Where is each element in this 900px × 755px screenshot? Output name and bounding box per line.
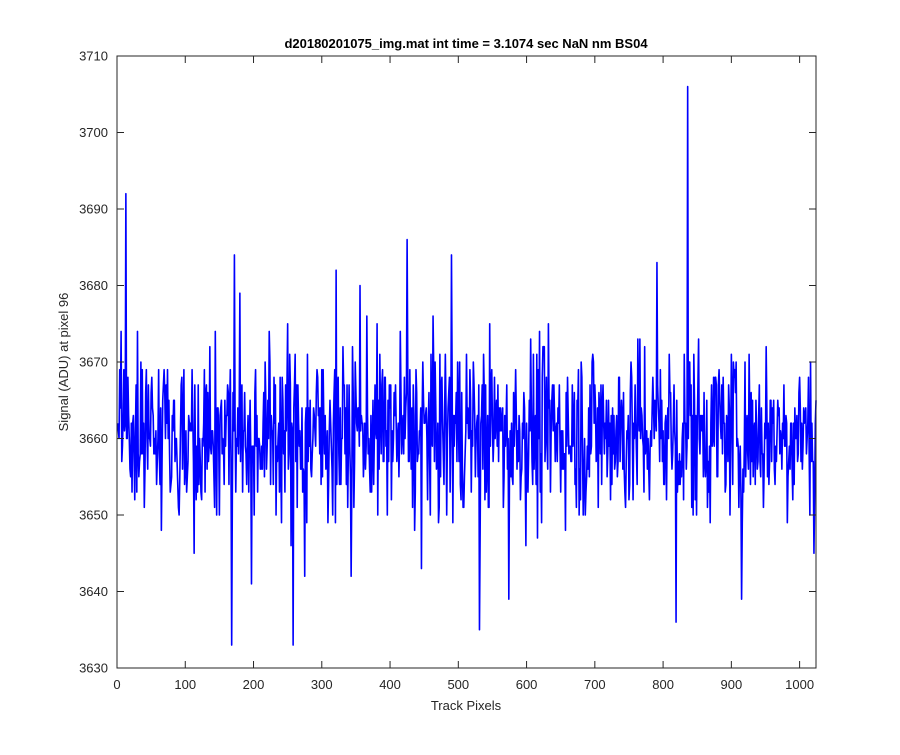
y-tick-label: 3700 — [79, 125, 108, 140]
x-tick-label: 100 — [174, 677, 196, 692]
x-tick-label: 700 — [584, 677, 606, 692]
y-tick-label: 3640 — [79, 584, 108, 599]
x-tick-label: 800 — [652, 677, 674, 692]
x-axis-label: Track Pixels — [431, 698, 502, 713]
y-tick-label: 3690 — [79, 202, 108, 217]
y-axis-label: Signal (ADU) at pixel 96 — [56, 293, 71, 432]
x-axis: 0 100 200 300 400 500 600 700 800 900 1000 — [113, 56, 814, 692]
series-line — [116, 85, 817, 646]
y-tick-label: 3680 — [79, 278, 108, 293]
y-tick-label: 3650 — [79, 508, 108, 523]
x-tick-label: 600 — [516, 677, 538, 692]
x-tick-label: 400 — [379, 677, 401, 692]
x-tick-label: 300 — [311, 677, 333, 692]
series-layer — [116, 85, 817, 646]
chart-title: d20180201075_img.mat int time = 3.1074 s… — [284, 36, 648, 51]
y-tick-label: 3710 — [79, 49, 108, 64]
y-axis: 3630 3640 3650 3660 3670 3680 3690 3700 3710 — [79, 49, 816, 676]
y-tick-label: 3660 — [79, 431, 108, 446]
x-tick-label: 500 — [447, 677, 469, 692]
x-tick-label: 900 — [721, 677, 743, 692]
x-tick-label: 200 — [243, 677, 265, 692]
x-tick-label: 0 — [113, 677, 120, 692]
y-tick-label: 3670 — [79, 355, 108, 370]
y-tick-label: 3630 — [79, 661, 108, 676]
x-tick-label: 1000 — [785, 677, 814, 692]
